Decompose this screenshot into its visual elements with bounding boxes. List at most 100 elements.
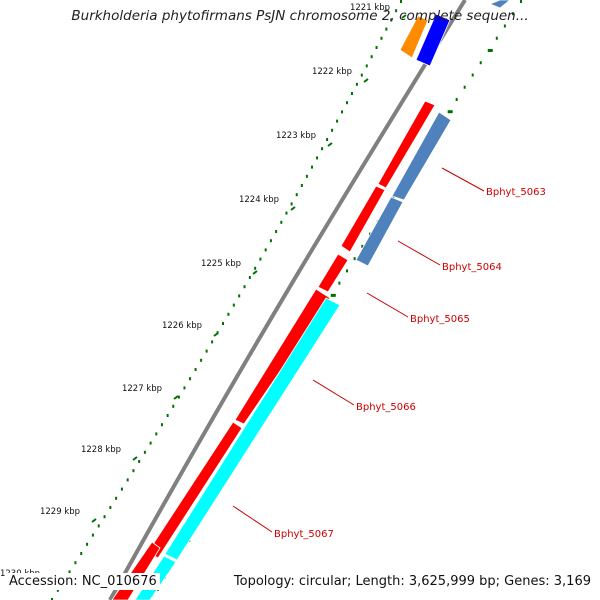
label-leader-line xyxy=(397,240,441,266)
outer-minor-tick xyxy=(503,24,506,28)
minor-tick xyxy=(280,220,283,224)
minor-tick xyxy=(238,294,241,298)
red-gene-feature[interactable] xyxy=(377,100,436,189)
minor-tick xyxy=(126,478,129,482)
minor-tick xyxy=(264,248,267,252)
gene-feature-bphyt-5066[interactable] xyxy=(234,288,331,425)
outer-minor-tick xyxy=(487,48,493,52)
minor-tick xyxy=(80,552,83,555)
minor-tick xyxy=(149,441,152,445)
gene-label-bphyt-5065[interactable]: Bphyt_5065 xyxy=(410,314,470,325)
minor-tick xyxy=(183,386,186,390)
minor-tick xyxy=(380,36,383,40)
blue-gene-feature[interactable] xyxy=(415,13,451,67)
outer-minor-tick xyxy=(330,293,336,297)
tick-label: 1229 kbp xyxy=(40,507,80,517)
tick-label: 1227 kbp xyxy=(122,384,162,394)
minor-tick xyxy=(331,128,334,132)
gene-feature-bphyt-5065[interactable] xyxy=(317,253,349,293)
outer-minor-tick xyxy=(463,85,466,89)
minor-tick xyxy=(259,257,262,261)
topology-text: Topology: circular; Length: 3,625,999 bp… xyxy=(230,573,594,590)
gene-label-bphyt-5067[interactable]: Bphyt_5067 xyxy=(274,529,334,540)
minor-tick xyxy=(74,561,77,565)
minor-tick xyxy=(295,193,298,197)
blue-gene-feature-partial[interactable] xyxy=(488,0,511,9)
minor-tick xyxy=(350,92,353,95)
minor-tick xyxy=(138,460,141,463)
minor-tick xyxy=(143,450,146,454)
minor-tick xyxy=(290,202,293,206)
red-gene-feature[interactable] xyxy=(147,421,243,559)
tick-label: 1226 kbp xyxy=(162,321,202,331)
gene-labels: Bphyt_5063 Bphyt_5064 Bphyt_5065 Bphyt_5066… xyxy=(232,167,546,540)
red-gene-feature[interactable] xyxy=(340,185,386,253)
gene-feature-bphyt-5064[interactable] xyxy=(355,196,404,267)
minor-tick xyxy=(189,377,192,381)
gene-label-bphyt-5063[interactable]: Bphyt_5063 xyxy=(486,187,546,198)
minor-tick xyxy=(285,211,288,215)
minor-tick xyxy=(56,588,59,592)
tick-label: 1225 kbp xyxy=(201,259,241,269)
minor-tick xyxy=(160,423,163,427)
gene-label-bphyt-5066[interactable]: Bphyt_5066 xyxy=(356,402,416,413)
minor-tick xyxy=(86,542,89,546)
orange-gene-feature[interactable] xyxy=(399,15,429,59)
minor-tick xyxy=(115,496,118,500)
minor-tick xyxy=(360,73,363,77)
scale-ticks: 1221 kbp 1222 kbp 1223 kbp 1224 kbp 1225 kbp… xyxy=(0,0,522,600)
outer-minor-tick xyxy=(338,281,341,285)
major-tick xyxy=(327,142,333,147)
major-tick xyxy=(132,456,138,461)
tick-label: 1224 kbp xyxy=(239,195,279,205)
map-title: Burkholderia phytofirmans PsJN chromosom… xyxy=(71,8,529,24)
minor-tick xyxy=(177,395,180,399)
minor-tick xyxy=(109,506,112,509)
minor-tick xyxy=(254,266,257,270)
minor-tick xyxy=(68,570,71,574)
major-tick xyxy=(173,395,179,400)
major-tick xyxy=(363,78,369,83)
minor-tick xyxy=(385,27,388,31)
minor-tick xyxy=(51,598,53,600)
minor-tick xyxy=(91,533,94,537)
outer-minor-tick xyxy=(455,97,458,101)
minor-tick xyxy=(305,174,308,178)
label-leader-line xyxy=(441,167,485,192)
tick-label: 1221 kbp xyxy=(350,3,390,13)
minor-tick xyxy=(155,432,158,436)
tick-label: 1223 kbp xyxy=(276,131,316,141)
minor-tick xyxy=(97,524,100,528)
gene-feature-bphyt-5067[interactable] xyxy=(164,297,341,561)
major-tick xyxy=(290,206,296,211)
outer-minor-tick xyxy=(361,244,364,248)
minor-tick xyxy=(321,147,324,151)
minor-tick xyxy=(300,184,303,187)
minor-tick xyxy=(194,368,197,371)
minor-tick xyxy=(395,9,398,13)
major-tick xyxy=(401,14,407,19)
minor-tick xyxy=(326,138,329,141)
minor-tick xyxy=(336,119,339,123)
outer-minor-tick xyxy=(479,61,482,65)
minor-tick xyxy=(200,358,203,362)
gene-feature-bphyt-5063[interactable] xyxy=(391,111,452,201)
minor-tick xyxy=(269,239,272,243)
minor-tick xyxy=(341,110,344,114)
minor-tick xyxy=(243,285,246,289)
minor-tick xyxy=(275,230,278,233)
minor-tick xyxy=(216,331,219,335)
gene-label-bphyt-5064[interactable]: Bphyt_5064 xyxy=(442,262,502,273)
label-leader-line xyxy=(366,292,409,318)
tick-label: 1222 kbp xyxy=(312,67,352,77)
minor-tick xyxy=(400,0,402,3)
outer-minor-tick xyxy=(511,12,514,16)
outer-minor-tick xyxy=(345,269,348,273)
minor-tick xyxy=(310,165,313,169)
outer-minor-tick xyxy=(447,110,453,114)
major-tick xyxy=(252,270,258,275)
tick-label: 1228 kbp xyxy=(81,445,121,455)
label-leader-line xyxy=(312,379,355,406)
minor-tick xyxy=(370,55,373,59)
